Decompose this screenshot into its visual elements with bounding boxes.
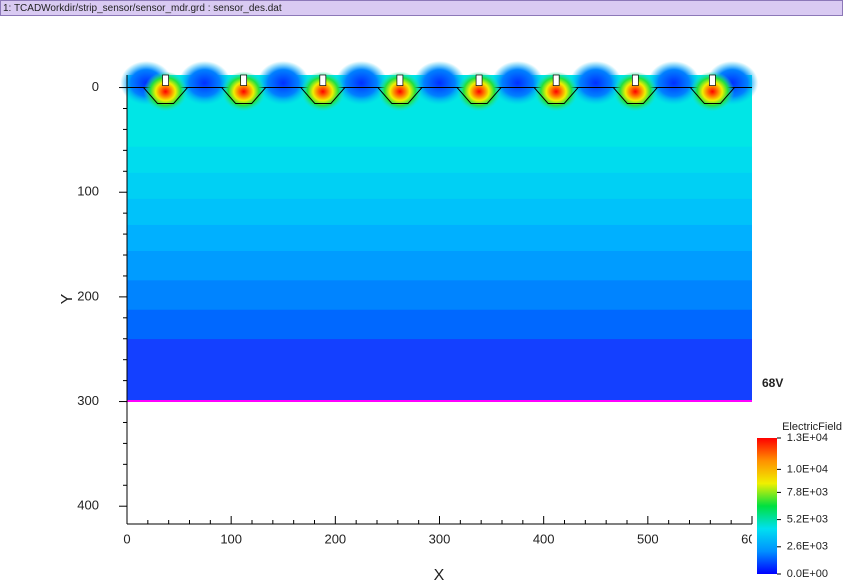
y-tick-label: 100 xyxy=(77,184,99,199)
window-title: 1: TCADWorkdir/strip_sensor/sensor_mdr.g… xyxy=(0,0,843,16)
field-low xyxy=(335,61,388,105)
strip-contact xyxy=(319,74,327,86)
field-low xyxy=(257,61,310,105)
strip-field xyxy=(690,71,735,112)
strip-implant xyxy=(612,87,658,105)
x-tick-label: 400 xyxy=(533,531,555,546)
y-axis-label: Y xyxy=(59,293,76,304)
colorbar-tick-label: 5.2E+03 xyxy=(787,514,828,526)
strip-contact xyxy=(240,74,248,86)
strip-implant xyxy=(533,87,579,105)
strip-contact xyxy=(396,74,404,86)
y-tick-label: 0 xyxy=(92,79,99,94)
colorbar-title: ElectricField xyxy=(782,421,842,433)
colorbar-tick-label: 1.3E+04 xyxy=(787,432,828,444)
strip-field xyxy=(143,71,188,112)
field-band xyxy=(127,309,752,340)
field-band xyxy=(127,224,752,252)
strip-contact xyxy=(631,74,639,86)
strip-implant xyxy=(143,87,188,105)
x-tick-labels: 0 100 200 300 400 500 600 xyxy=(123,531,763,546)
colorbar-tick-label: 0.0E+00 xyxy=(787,568,828,580)
x-tick-label: 100 xyxy=(220,531,242,546)
strip-contact xyxy=(162,74,169,86)
y-tick-label: 300 xyxy=(77,393,99,408)
field-band xyxy=(127,146,752,174)
colorbar-tick-label: 2.6E+03 xyxy=(787,541,828,553)
annotation: 68V xyxy=(762,376,783,390)
strip-implant xyxy=(300,87,346,105)
x-tick-label: 200 xyxy=(324,531,346,546)
strip-field xyxy=(221,71,266,112)
field-low xyxy=(569,61,622,105)
strip-implant xyxy=(221,87,267,105)
strip-implant xyxy=(690,87,735,105)
colorbar-tick-label: 1.0E+04 xyxy=(787,463,828,475)
strip-field xyxy=(534,71,579,112)
y-tick-label: 400 xyxy=(77,498,99,513)
strip-field xyxy=(613,71,658,112)
colorbar-tick-label: 7.8E+03 xyxy=(787,486,828,498)
field-band xyxy=(127,251,752,281)
y-tick-label: 200 xyxy=(77,288,99,303)
field-low xyxy=(178,61,231,105)
colorbar xyxy=(757,438,777,574)
strip-field xyxy=(457,71,502,112)
strip-field xyxy=(377,71,422,112)
field-band xyxy=(127,198,752,226)
strip-contact xyxy=(475,74,483,86)
x-axis-label: X xyxy=(434,567,445,584)
field-low xyxy=(491,61,544,105)
strip-contact xyxy=(552,74,560,86)
strip-implant xyxy=(377,87,423,105)
x-tick-label: 0 xyxy=(123,531,130,546)
x-tick-label: 300 xyxy=(429,531,451,546)
field-low xyxy=(413,61,466,105)
strip-field xyxy=(300,71,345,112)
x-tick-label: 600 xyxy=(741,531,763,546)
strip-contact xyxy=(709,74,716,86)
field-low xyxy=(647,61,700,105)
x-tick-label: 500 xyxy=(637,531,659,546)
field-band xyxy=(127,339,752,402)
field-band xyxy=(127,280,752,311)
field-band xyxy=(127,172,752,200)
strip-implant xyxy=(456,87,502,105)
